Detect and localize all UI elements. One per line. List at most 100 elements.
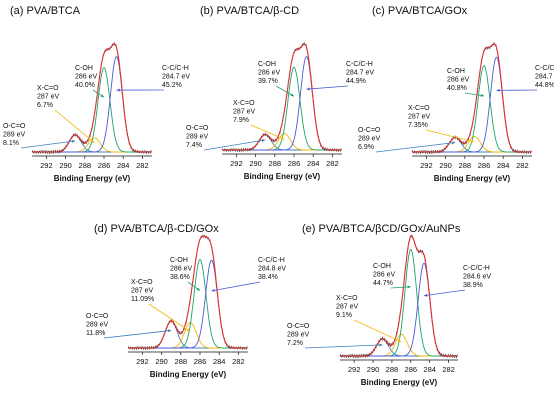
annotation-arrow (54, 109, 95, 144)
x-tick-label: 290 (155, 357, 168, 366)
annotation-arrowhead (280, 136, 285, 140)
peak-annotation-text: 44.7% (373, 280, 393, 287)
peak-annotation-text: 289 eV (3, 132, 26, 139)
annotation-arrowhead (407, 285, 411, 289)
annotation-arrowhead (116, 88, 120, 92)
annotation-arrowhead (496, 88, 500, 92)
x-axis-label: Binding Energy (eV) (54, 174, 131, 183)
peak-annotation-text: O-C=O (358, 127, 381, 134)
annotation-arrow (304, 344, 383, 349)
x-tick-label: 288 (79, 161, 92, 170)
peak-annotation-text: 289 eV (186, 134, 209, 141)
peak-annotation-text: 289 eV (358, 136, 381, 143)
peak-annotation-text: C-C/C-H (463, 265, 490, 272)
x-tick-label: 282 (136, 161, 149, 170)
peak-annotation-text: O-C=O (86, 313, 109, 320)
peak-annotation-text: 40.0% (75, 82, 95, 89)
x-tick-label: 290 (367, 365, 380, 374)
peak-annotation-text: C-OH (258, 61, 276, 68)
annotation-arrow (390, 286, 411, 289)
peak-annotation-text: 286 eV (75, 74, 98, 81)
peak-annotation-text: 284.7 eV (162, 74, 190, 81)
annotation-arrowhead (196, 287, 200, 291)
x-tick-label: 282 (232, 357, 245, 366)
annotation-arrowhead (306, 87, 310, 91)
x-axis-label: Binding Energy (eV) (150, 370, 227, 379)
x-tick-label: 286 (405, 365, 418, 374)
peak-annotation-text: 289 eV (287, 332, 310, 339)
annotation-arrowhead (100, 94, 104, 98)
xps-panel-2: (b) PVA/BTCA/β-CD 292 290 288 286 284 282 Bindi… (186, 5, 374, 181)
raw-spectrum (339, 234, 458, 359)
annotation-arrow (425, 129, 475, 143)
peak-annotation-text: O-C=O (186, 125, 209, 132)
peak-annotation-text: 7.2% (287, 340, 303, 347)
x-tick-label: 286 (288, 159, 301, 168)
peak-annotation-text: 38.4% (258, 274, 278, 281)
x-tick-label: 288 (269, 159, 282, 168)
panels-group: (a) PVA/BTCA 292 290 288 286 284 282 Binding En… (3, 5, 554, 387)
peak-annotation-text: C-OH (373, 263, 391, 270)
annotation-arrow (203, 139, 266, 151)
panel-title: (e) PVA/BTCA/βCD/GOx/AuNPs (302, 223, 461, 235)
peak-annotation-text: X-C=O (37, 85, 59, 92)
panel-title: (d) PVA/BTCA/β-CD/GOx (94, 223, 219, 235)
annotation-arrow (375, 142, 456, 153)
annotation-arrowhead (397, 339, 402, 342)
annotation-arrow (103, 330, 172, 339)
peak-curve-coh (412, 65, 532, 153)
xps-panel-5: (e) PVA/BTCA/βCD/GOx/AuNPs 292 290 288 286 28… (287, 223, 491, 387)
x-axis-label: Binding Energy (eV) (361, 378, 438, 387)
annotation-arrow (423, 289, 466, 297)
annotation-arrow (148, 303, 191, 332)
annotation-arrowhead (167, 329, 172, 333)
peak-annotation-text: 286 eV (447, 77, 470, 84)
peak-annotation-text: 286 eV (258, 70, 281, 77)
x-tick-label: 284 (307, 159, 320, 168)
x-tick-label: 286 (194, 357, 207, 366)
x-tick-label: 284 (497, 161, 510, 170)
fitted-envelope (412, 43, 532, 153)
fitted-envelope (32, 43, 152, 153)
x-tick-label: 284 (213, 357, 226, 366)
panel-title: (a) PVA/BTCA (10, 5, 81, 17)
annotation-arrowhead (424, 293, 428, 297)
peak-curve-xco (128, 322, 248, 349)
x-tick-label: 284 (423, 365, 436, 374)
annotation-arrow (353, 319, 402, 343)
peak-annotation-text: 40.8% (447, 85, 467, 92)
peak-curve-coh (128, 259, 248, 349)
annotation-arrowhead (71, 139, 76, 143)
peak-annotation-text: C-C/C-H (535, 65, 554, 72)
x-tick-label: 292 (420, 161, 433, 170)
peak-annotation-text: 284.7 eV (346, 70, 374, 77)
peak-annotation-text: 284.7 eV (535, 74, 554, 81)
annotation-arrow (275, 85, 295, 97)
peak-annotation-text: 284.8 eV (258, 266, 286, 273)
annotation-arrowhead (470, 139, 475, 143)
x-tick-label: 292 (40, 161, 53, 170)
peak-annotation-text: 287 eV (233, 109, 256, 116)
fitted-envelope (222, 43, 342, 151)
peak-annotation-text: O-C=O (287, 323, 310, 330)
peak-annotation-text: C-C/C-H (258, 257, 285, 264)
x-tick-label: 290 (439, 161, 452, 170)
peak-annotation-text: 11.8% (86, 330, 105, 337)
annotation-arrowhead (211, 288, 215, 292)
peak-annotation-text: C-OH (447, 68, 465, 75)
peak-annotation-text: 39.7% (258, 78, 278, 85)
xps-panel-1: (a) PVA/BTCA 292 290 288 286 284 282 Binding En… (3, 5, 190, 183)
panel-title: (b) PVA/BTCA/β-CD (200, 5, 299, 17)
fitted-envelope (128, 235, 248, 349)
peak-annotation-text: 38.6% (170, 274, 190, 281)
peak-annotation-text: 6.9% (358, 144, 374, 151)
xps-panel-3: (c) PVA/BTCA/GOx 292 290 288 286 284 282 Bindin… (358, 5, 554, 183)
peak-annotation-text: 287 eV (336, 304, 359, 311)
peak-annotation-text: 286 eV (373, 272, 396, 279)
peak-annotation-text: 284.6 eV (463, 274, 491, 281)
annotation-arrowhead (379, 343, 383, 347)
x-tick-label: 292 (136, 357, 149, 366)
peak-annotation-text: 44.8% (535, 82, 554, 89)
peak-annotation-text: 7.9% (233, 117, 249, 124)
